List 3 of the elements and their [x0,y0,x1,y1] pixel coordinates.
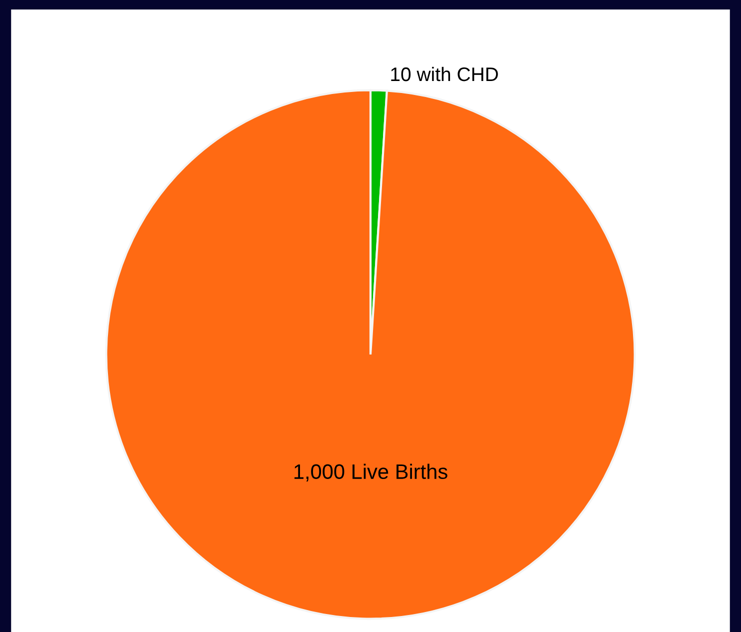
pie-slice [105,89,636,620]
slice-label: 10 with CHD [391,66,498,82]
slice-label: 1,000 Live Births [294,464,448,482]
